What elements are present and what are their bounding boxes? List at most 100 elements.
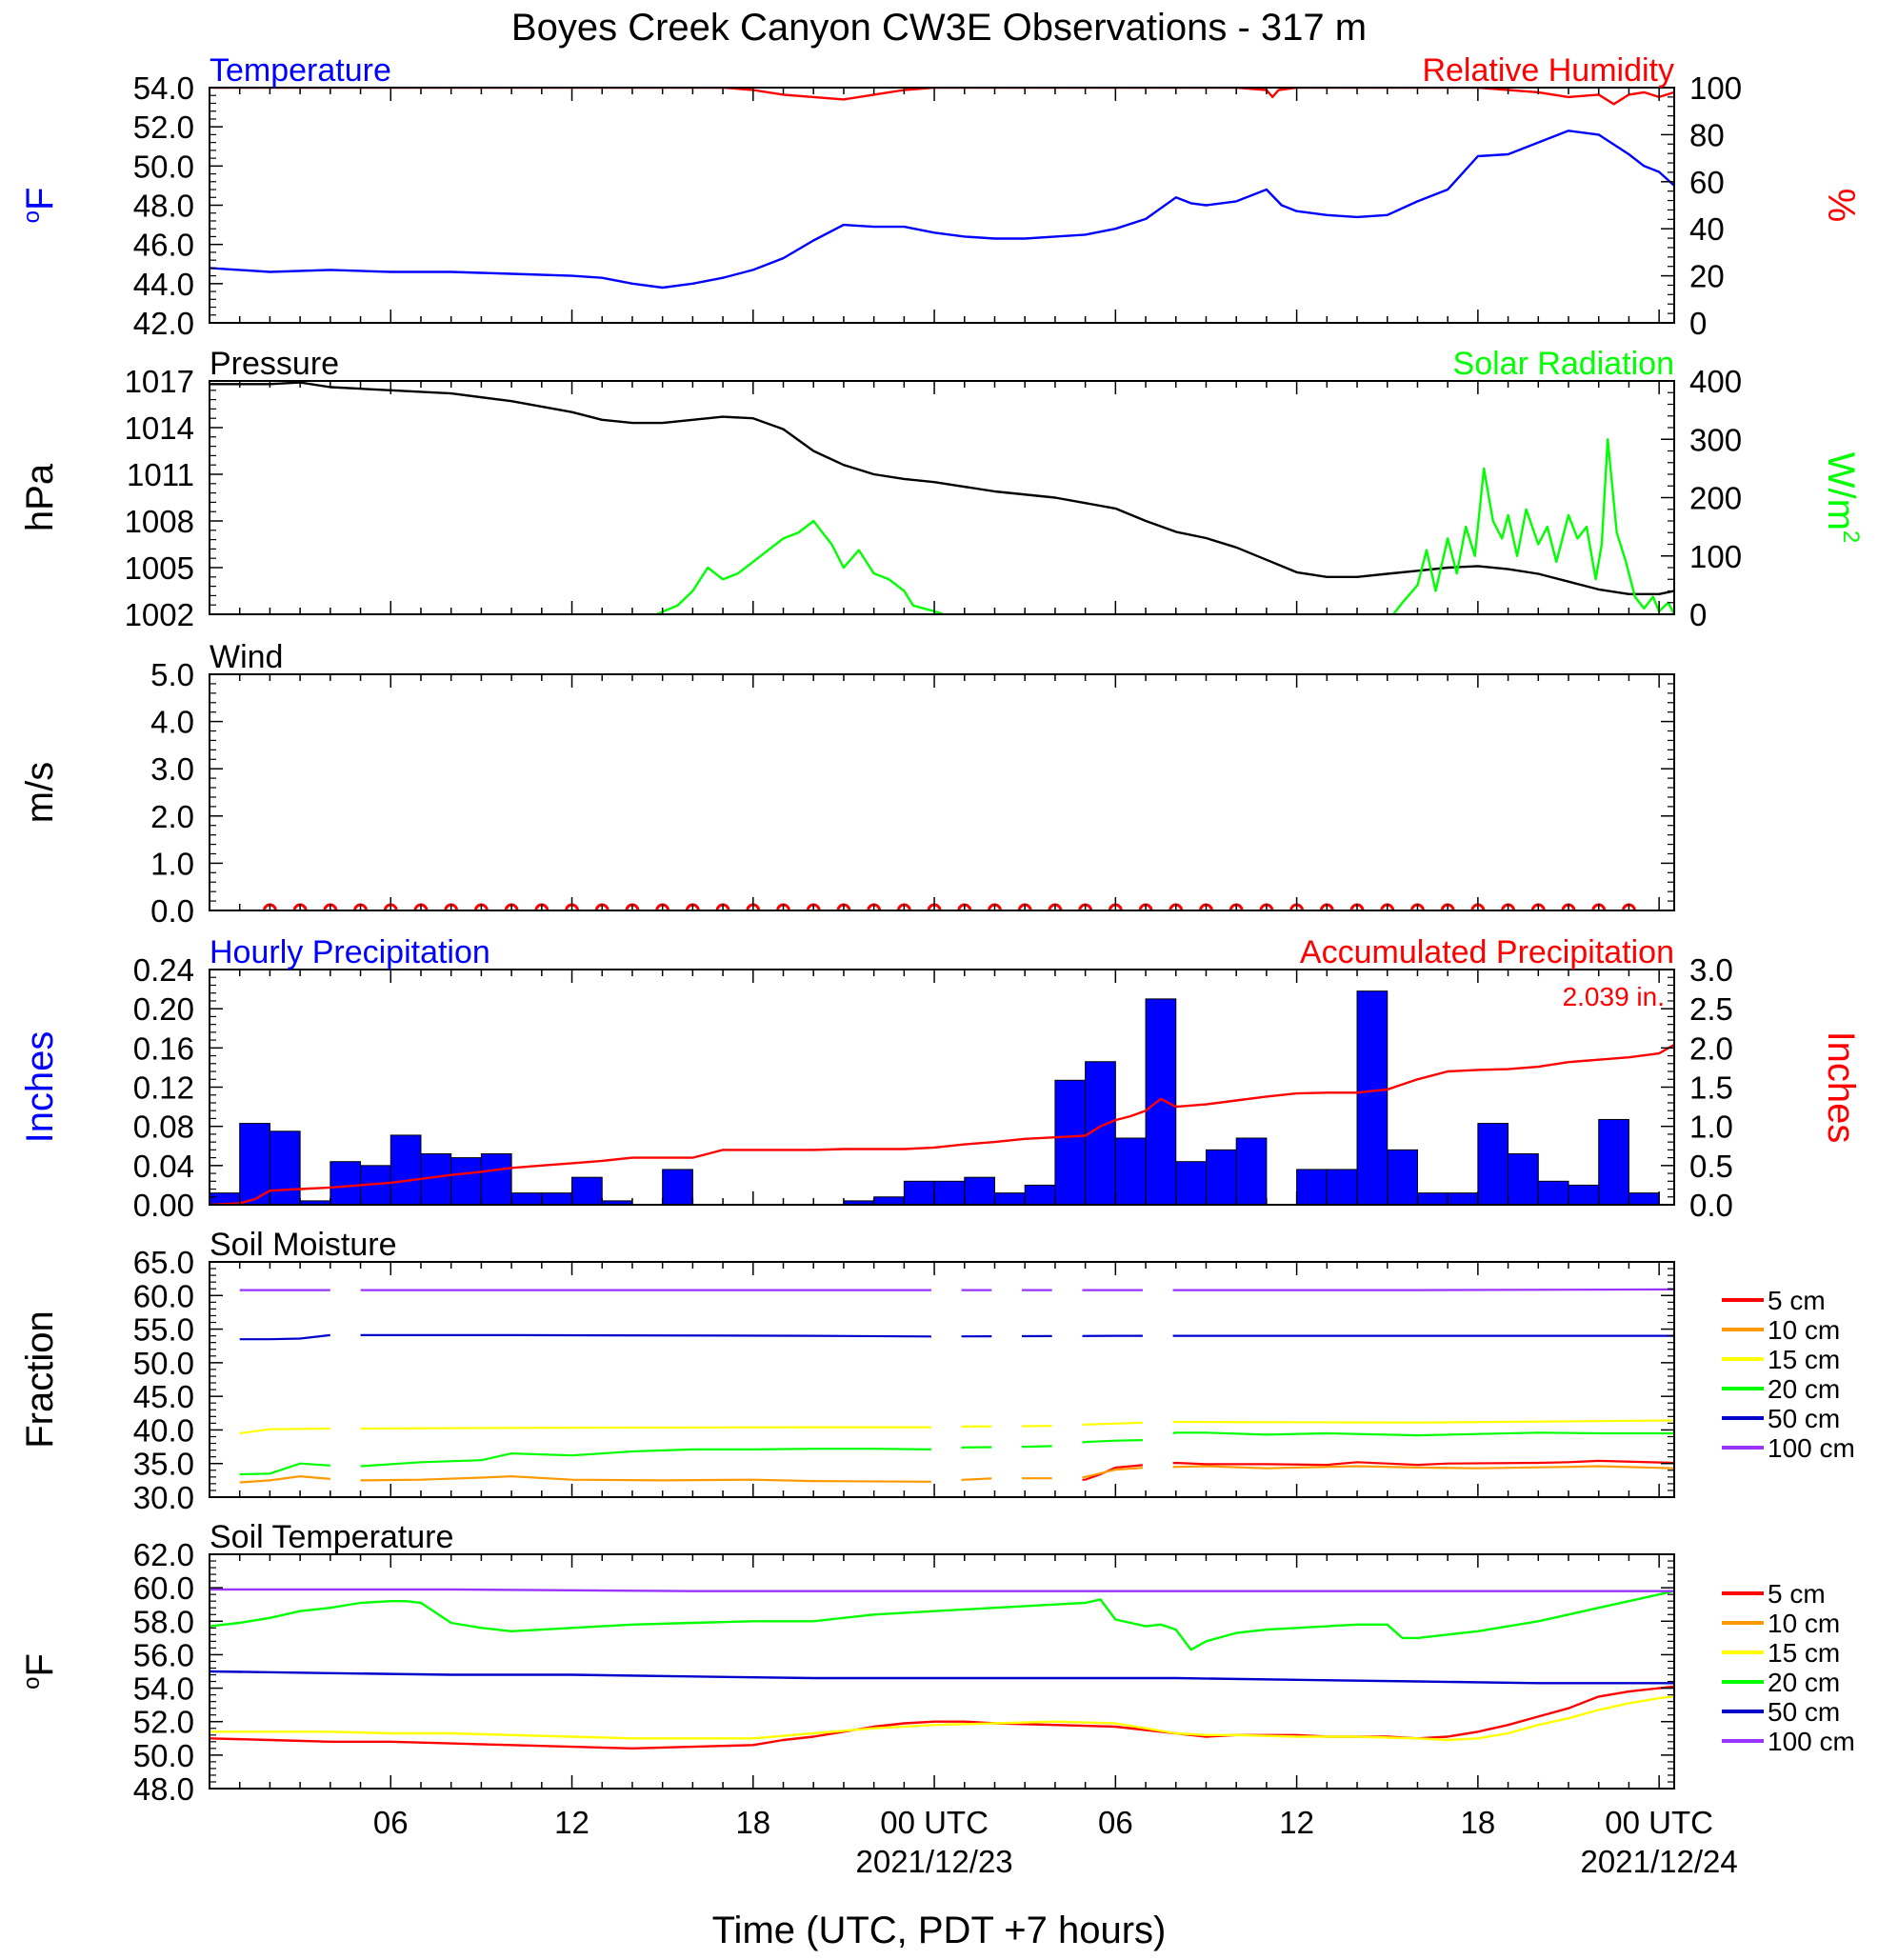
x-tick-label: 12 [1279,1805,1314,1840]
legend-label: 5 cm [1768,1579,1826,1609]
y-right-tick-label: 2.0 [1689,1030,1733,1066]
unit-degree: o [19,210,45,223]
series-line-temp [210,130,1674,290]
precip-bar [1387,1149,1418,1205]
precip-bar [1598,1118,1629,1205]
series-line-50-cm [360,1333,931,1338]
precip-bar [1145,998,1177,1205]
x-tick-label: 12 [554,1805,589,1840]
series-line-50-cm [239,1333,330,1341]
y-right-tick-label: 3.0 [1689,952,1733,988]
y-left-tick-label: 1.0 [150,846,194,881]
y-left-tick-label: 0.12 [133,1070,194,1106]
series-line-10-cm [961,1477,992,1481]
precip-bar [933,1180,966,1205]
precip-bar [450,1157,482,1205]
series-line-15-cm [360,1426,931,1430]
y-left-tick-label: 46.0 [133,228,194,263]
precip-bar [239,1123,270,1205]
panel-title-left: Pressure [210,346,339,382]
legend-label: 20 cm [1768,1374,1840,1404]
panel-frame [209,1261,1675,1498]
y-left-tick-label: 58.0 [133,1604,194,1639]
x-tick-label: 06 [373,1805,409,1840]
legend-label: 10 cm [1768,1609,1840,1638]
panel-soilm: 30.035.040.045.050.055.060.065.0 Soil Moi… [19,1227,1855,1515]
precip-bar [903,1180,935,1205]
y-left-tick-label: 60.0 [133,1570,194,1606]
y-axis-label-right: W/m2 [1820,452,1864,544]
panel-precip: 0.00 0.04 0.08 0.12 0.160.200.24 0.0 0.5 1.0 1.5… [19,934,1862,1223]
panel-frame [209,380,1675,615]
accumulated-total-label: 2.039 in. [1563,982,1665,1011]
precip-bar [571,1176,603,1205]
y-axis-label-right: % [1820,189,1862,223]
y-left-tick-label: 50.0 [133,1346,194,1381]
x-tick-label: 06 [1098,1805,1133,1840]
precip-bar [1447,1192,1479,1205]
y-left-tick-label: 50.0 [133,1738,194,1773]
y-left-tick-label: 35.0 [133,1447,194,1482]
y-left-tick-label: 50.0 [133,149,194,184]
plot-area [210,990,1674,1205]
panel-title-right: Relative Humidity [1422,52,1674,89]
y-axis-label-right: Inches [1820,1031,1862,1144]
y-right-tick-label: 1.0 [1689,1110,1733,1145]
y-right-tick-label: 1.5 [1689,1070,1733,1106]
legend-label: 20 cm [1768,1668,1840,1697]
series-line-5-cm [210,1685,1674,1750]
y-left-tick-label: 48.0 [133,189,194,224]
series-line-10-cm [360,1474,931,1483]
precip-bar [269,1130,301,1205]
y-left-tick-label: 62.0 [133,1537,194,1572]
y-right-tick-label: 20 [1689,259,1725,294]
panel-press: 1002 1005 1008 1011 1014 1017 0 100 200 300 400 Pre… [19,346,1864,632]
y-left-tick-label: 42.0 [133,306,194,341]
y-axis-label: Fraction [19,1310,61,1449]
legend-label: 5 cm [1768,1286,1826,1315]
precip-bar [964,1176,995,1205]
y-left-tick-label: 40.0 [133,1412,194,1448]
y-left-tick-label: 0.20 [133,991,194,1027]
y-left-tick-label: 52.0 [133,110,194,145]
series-line-press [1392,438,1674,614]
y-axis-label: Inches [19,1031,61,1144]
precip-bar [1296,1169,1328,1205]
x-date-label: 2021/12/24 [1581,1844,1738,1879]
series-line-10-cm [239,1474,330,1484]
series-line-15-cm [239,1427,330,1435]
series-line-15-cm [1082,1421,1143,1426]
series-line-100-cm [210,1588,1674,1592]
precip-bar [330,1161,362,1205]
y-right-tick-label: 0.0 [1689,1188,1733,1223]
unit-exponent: 2 [1838,530,1864,543]
precip-bar [390,1134,422,1205]
y-right-tick-label: 100 [1689,70,1742,106]
y-left-tick-label: 0.0 [150,893,194,929]
panel-frame [209,87,1675,324]
y-right-tick-label: 0.5 [1689,1149,1733,1184]
y-left-tick-label: 45.0 [133,1379,194,1414]
panels: 42.044.046.048.050.052.054.0020406080100… [19,52,1864,1807]
precip-bar [480,1152,512,1205]
x-tick-label: 18 [735,1805,770,1840]
x-tick-label: 00 UTC [880,1805,989,1840]
precip-bar [1508,1152,1539,1205]
series-line-20-cm [1082,1439,1143,1444]
y-left-tick-label: 3.0 [150,751,194,787]
y-right-tick-label: 40 [1689,211,1725,247]
precip-bar [873,1196,905,1205]
series-line-20-cm [239,1462,330,1476]
y-left-tick-label: 48.0 [133,1771,194,1807]
y-axis-label: hPa [19,463,61,531]
precip-bar [510,1192,543,1205]
y-left-tick-label: 1011 [127,457,194,492]
y-right-tick-label: 400 [1689,364,1742,399]
y-left-tick-label: 60.0 [133,1278,194,1313]
y-left-tick-label: 30.0 [133,1480,194,1515]
panel-frame [209,1553,1675,1790]
precip-bar [1537,1180,1569,1205]
legend-label: 15 cm [1768,1638,1840,1668]
y-right-tick-label: 100 [1689,539,1742,574]
y-left-tick-label: 54.0 [133,1671,194,1707]
